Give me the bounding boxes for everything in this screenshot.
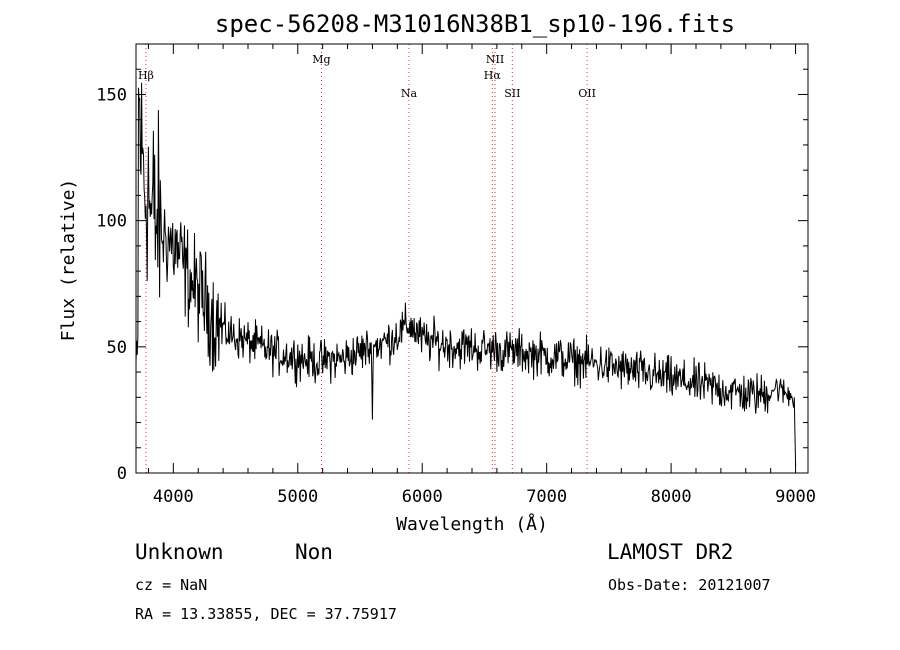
emission-line-markers (145, 44, 588, 473)
x-tick-label: 5000 (277, 487, 318, 507)
spectrum-line (135, 82, 797, 466)
survey-label: LAMOST DR2 (607, 540, 734, 564)
plot-frame (135, 43, 809, 474)
obs-date-label: Obs-Date: 20121007 (608, 576, 771, 594)
x-axis-label: Wavelength (Å) (396, 513, 548, 535)
emission-line-label: NII (486, 53, 504, 66)
emission-line-label: OII (578, 87, 596, 100)
x-tick-label: 7000 (526, 487, 567, 507)
emission-line-label: SII (504, 87, 520, 100)
subclass-label: Non (295, 540, 333, 564)
x-tick-label: 6000 (402, 487, 443, 507)
redshift-label: cz = NaN (135, 576, 208, 594)
x-tick-label: 8000 (651, 487, 692, 507)
coordinates-label: RA = 13.33855, DEC = 37.75917 (135, 605, 397, 623)
emission-line-label: Hα (484, 69, 502, 82)
y-axis-label: Flux (relative) (58, 179, 79, 342)
y-tick-label: 100 (96, 212, 127, 232)
axis-ticks (136, 44, 808, 474)
y-tick-label: 50 (107, 338, 127, 358)
y-tick-label: 0 (117, 464, 127, 484)
chart-title: spec-56208-M31016N38B1_sp10-196.fits (214, 10, 736, 38)
axis-tick-labels: 4000 5000 6000 7000 8000 9000 0 50 100 150 (96, 85, 816, 507)
class-label: Unknown (135, 540, 224, 564)
y-tick-label: 150 (96, 85, 127, 105)
x-tick-label: 9000 (775, 487, 816, 507)
emission-line-label: Na (401, 87, 418, 100)
emission-line-label: Hβ (138, 69, 154, 82)
x-tick-label: 4000 (153, 487, 194, 507)
emission-line-label: Mg (312, 53, 330, 66)
